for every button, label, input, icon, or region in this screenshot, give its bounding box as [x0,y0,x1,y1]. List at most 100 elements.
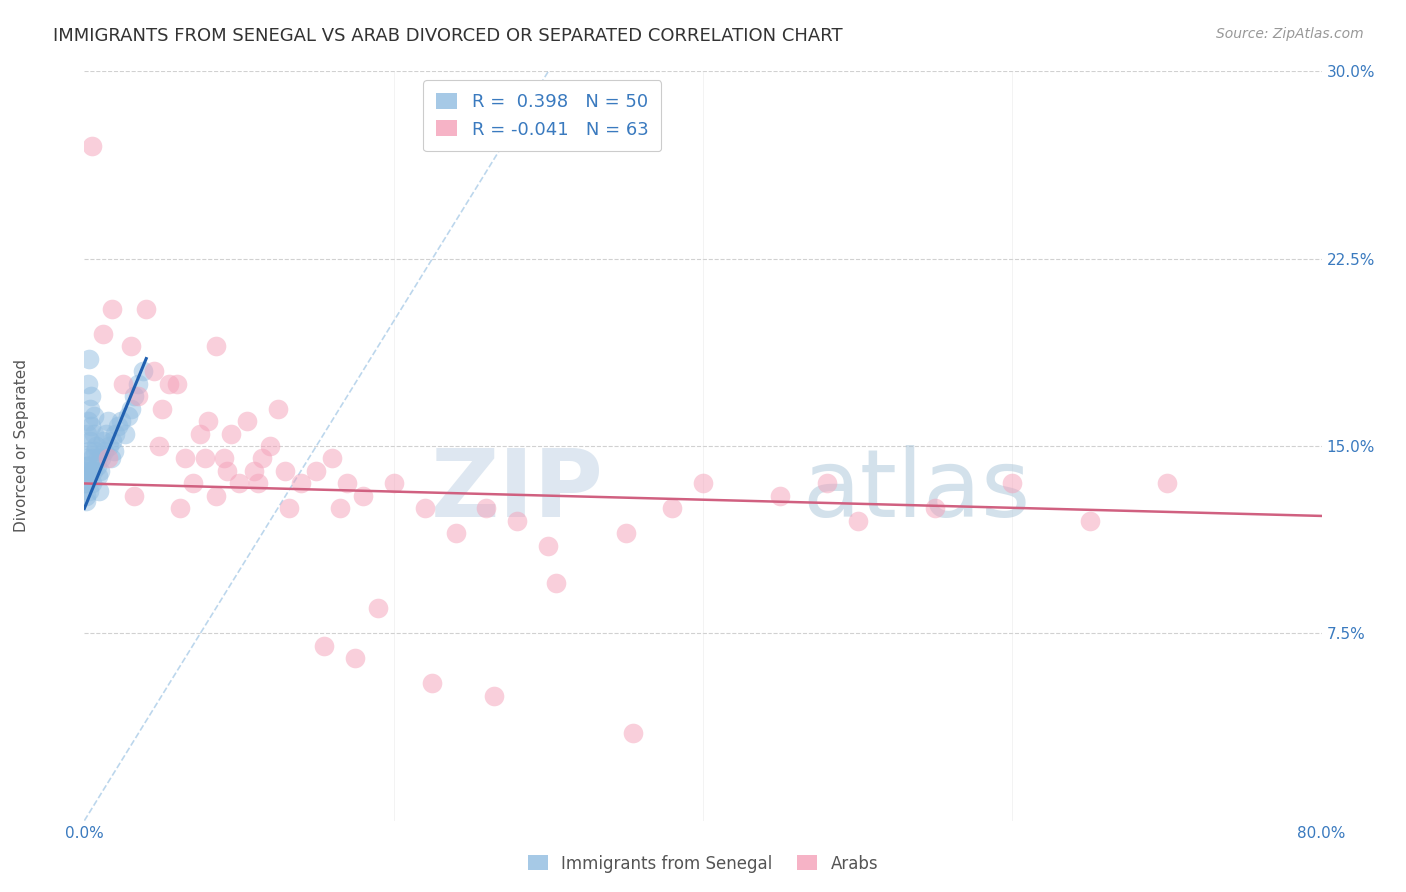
Point [112,376,135,391]
Point [77,351,100,366]
Text: IMMIGRANTS FROM SENEGAL VS ARAB DIVORCED OR SEPARATED CORRELATION CHART: IMMIGRANTS FROM SENEGAL VS ARAB DIVORCED… [53,27,844,45]
Point [382,476,405,491]
Point [127,389,149,403]
Point [815,476,838,491]
Point [84,444,107,458]
Point [314,639,336,653]
Point [76,451,98,466]
Point [104,426,127,441]
Point [89,464,111,478]
Point [267,401,290,416]
Point [422,676,444,690]
Point [79,401,101,416]
Point [159,376,180,391]
Point [82,451,104,466]
Point [846,514,869,528]
Point [197,414,219,428]
Point [692,476,714,491]
Point [122,489,145,503]
Point [80,476,103,491]
Point [120,401,142,416]
Point [215,464,238,478]
Point [79,434,101,448]
Point [75,458,97,473]
Point [127,376,149,391]
Point [75,476,97,491]
Point [444,526,467,541]
Point [75,489,97,503]
Y-axis label: Divorced or Separated: Divorced or Separated [14,359,28,533]
Point [250,451,273,466]
Point [205,339,228,353]
Point [93,444,115,458]
Point [79,389,101,403]
Point [75,476,97,491]
Point [148,439,170,453]
Point [367,601,389,615]
Point [98,439,121,453]
Point [305,464,328,478]
Point [114,426,136,441]
Text: Source: ZipAtlas.com: Source: ZipAtlas.com [1216,27,1364,41]
Point [76,414,98,428]
Text: atlas: atlas [801,445,1031,537]
Point [79,444,101,458]
Point [181,476,204,491]
Point [769,489,792,503]
Point [83,426,105,441]
Point [212,451,235,466]
Point [94,426,117,441]
Point [188,426,212,441]
Point [87,483,110,498]
Point [475,501,498,516]
Point [344,651,367,665]
Point [76,426,98,441]
Point [132,364,155,378]
Point [228,476,250,491]
Point [661,501,683,516]
Point [96,414,118,428]
Point [484,689,506,703]
Point [91,434,114,448]
Point [75,494,97,508]
Point [76,469,98,483]
Point [77,483,100,498]
Point [174,451,197,466]
Point [614,526,637,541]
Point [143,364,166,378]
Point [1078,514,1101,528]
Point [621,726,644,740]
Point [205,489,228,503]
Point [135,301,157,316]
Point [924,501,946,516]
Point [80,419,103,434]
Point [90,451,112,466]
Point [274,464,297,478]
Point [166,376,188,391]
Legend: R =  0.398   N = 50, R = -0.041   N = 63: R = 0.398 N = 50, R = -0.041 N = 63 [423,80,661,152]
Point [194,451,217,466]
Point [87,451,110,466]
Point [96,451,118,466]
Point [103,444,125,458]
Point [546,576,568,591]
Point [506,514,529,528]
Point [329,501,352,516]
Point [169,501,191,516]
Point [243,464,266,478]
Text: ZIP: ZIP [432,445,605,537]
Point [84,439,107,453]
Point [352,489,374,503]
Point [1156,476,1178,491]
Point [101,301,124,316]
Legend: Immigrants from Senegal, Arabs: Immigrants from Senegal, Arabs [522,848,884,880]
Point [75,464,97,478]
Point [82,139,104,153]
Point [1001,476,1024,491]
Point [537,539,560,553]
Point [107,419,129,434]
Point [101,434,124,448]
Point [277,501,299,516]
Point [100,451,122,466]
Point [122,389,145,403]
